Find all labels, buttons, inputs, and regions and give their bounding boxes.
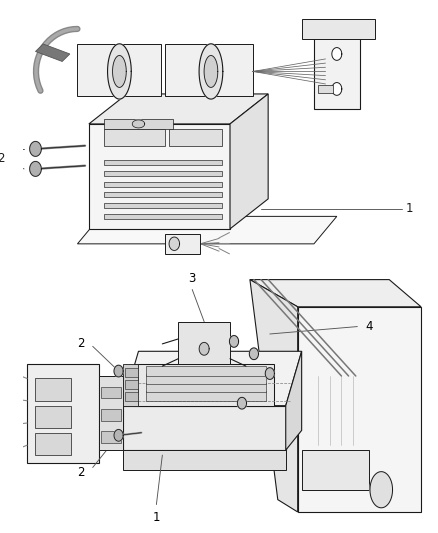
Polygon shape bbox=[169, 129, 223, 147]
Text: 2: 2 bbox=[77, 337, 85, 350]
Polygon shape bbox=[302, 450, 369, 490]
Polygon shape bbox=[89, 94, 268, 124]
Polygon shape bbox=[123, 450, 286, 470]
Polygon shape bbox=[89, 124, 230, 229]
Polygon shape bbox=[123, 364, 138, 406]
Polygon shape bbox=[114, 365, 123, 377]
Polygon shape bbox=[169, 237, 180, 251]
Polygon shape bbox=[146, 391, 266, 401]
Polygon shape bbox=[35, 378, 71, 401]
Polygon shape bbox=[35, 406, 71, 428]
Polygon shape bbox=[108, 44, 131, 99]
Polygon shape bbox=[104, 203, 223, 208]
Polygon shape bbox=[165, 44, 253, 96]
Polygon shape bbox=[124, 392, 138, 401]
Polygon shape bbox=[134, 364, 274, 406]
Polygon shape bbox=[101, 431, 120, 443]
Text: 2: 2 bbox=[77, 466, 85, 479]
Polygon shape bbox=[230, 336, 239, 348]
Polygon shape bbox=[332, 47, 342, 60]
Polygon shape bbox=[104, 214, 223, 219]
Polygon shape bbox=[146, 374, 266, 384]
Polygon shape bbox=[104, 192, 223, 197]
Polygon shape bbox=[104, 182, 223, 187]
Polygon shape bbox=[146, 383, 266, 392]
Polygon shape bbox=[123, 406, 286, 450]
Text: 1: 1 bbox=[406, 203, 413, 215]
Polygon shape bbox=[104, 119, 173, 129]
Polygon shape bbox=[250, 280, 421, 307]
Polygon shape bbox=[101, 409, 120, 421]
Polygon shape bbox=[114, 430, 123, 441]
Polygon shape bbox=[165, 233, 201, 254]
Polygon shape bbox=[123, 351, 302, 406]
Polygon shape bbox=[99, 376, 123, 450]
Text: 1: 1 bbox=[152, 511, 160, 524]
Polygon shape bbox=[113, 55, 126, 87]
Polygon shape bbox=[303, 19, 375, 39]
Polygon shape bbox=[35, 433, 71, 455]
Polygon shape bbox=[35, 44, 70, 61]
Polygon shape bbox=[78, 216, 337, 244]
Polygon shape bbox=[286, 351, 302, 450]
Polygon shape bbox=[178, 321, 230, 364]
Polygon shape bbox=[250, 280, 298, 512]
Polygon shape bbox=[30, 161, 41, 176]
Polygon shape bbox=[124, 368, 138, 377]
Polygon shape bbox=[204, 55, 218, 87]
Polygon shape bbox=[104, 171, 223, 176]
Polygon shape bbox=[146, 366, 266, 376]
Polygon shape bbox=[370, 472, 392, 508]
Polygon shape bbox=[298, 307, 421, 512]
Text: 2: 2 bbox=[0, 152, 5, 165]
Polygon shape bbox=[104, 160, 223, 165]
Polygon shape bbox=[332, 83, 342, 95]
Text: 3: 3 bbox=[188, 271, 196, 285]
Polygon shape bbox=[265, 368, 274, 379]
Polygon shape bbox=[318, 85, 333, 93]
Polygon shape bbox=[314, 24, 360, 109]
Polygon shape bbox=[199, 44, 223, 99]
Polygon shape bbox=[199, 342, 209, 355]
Polygon shape bbox=[30, 141, 41, 156]
Polygon shape bbox=[78, 44, 161, 96]
Polygon shape bbox=[101, 386, 120, 398]
Polygon shape bbox=[237, 398, 247, 409]
Polygon shape bbox=[230, 94, 268, 229]
Polygon shape bbox=[104, 129, 165, 147]
Polygon shape bbox=[132, 120, 145, 128]
Polygon shape bbox=[249, 348, 258, 360]
Polygon shape bbox=[27, 364, 99, 463]
Polygon shape bbox=[124, 381, 138, 389]
Text: 4: 4 bbox=[365, 320, 373, 333]
